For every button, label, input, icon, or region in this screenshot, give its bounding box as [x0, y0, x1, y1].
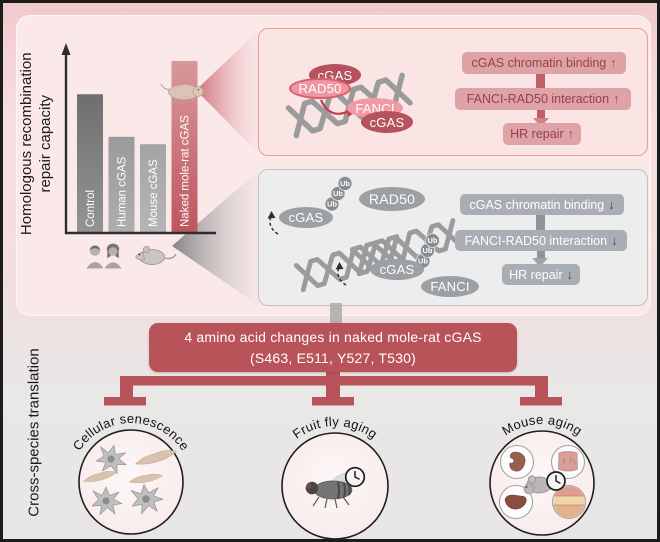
naked-mole-rat-icon [160, 83, 208, 103]
amino-acid-changes-banner: 4 amino acid changes in naked mole-rat c… [149, 323, 517, 372]
bar-label-human: Human cGAS [117, 156, 129, 227]
bar-label-nmr: Naked mole-rat cGAS [180, 115, 192, 227]
bar-control [77, 94, 103, 233]
flow-connector [536, 73, 545, 89]
flow-step-hr-repair-up: HR repair ↑ [503, 123, 581, 145]
clock-icon [546, 471, 566, 491]
banner-line2: (S463, E511, Y527, T530) [250, 349, 416, 366]
flow-connector [537, 250, 545, 259]
up-arrow-icon: ↑ [567, 127, 574, 141]
ub-label: Ub [423, 246, 433, 255]
flow-step-chromatin-binding-down: cGAS chromatin binding ↓ [460, 194, 624, 215]
ub-label: Ub [428, 236, 438, 245]
bar-label-mouse: Mouse cGAS [148, 159, 160, 227]
fanci-oval-gray: FANCI [421, 276, 479, 297]
flow-step-label: cGAS chromatin binding [471, 56, 607, 70]
control-zoom-beam [172, 171, 258, 305]
flow-arrowhead-icon [533, 118, 549, 127]
nmr-zoom-beam [196, 31, 258, 153]
hr-axis-label-line1: Homologous recombination [17, 52, 35, 236]
mouse-aging-circle [489, 430, 595, 536]
cgas-oval: cGAS [361, 111, 413, 133]
clock-icon [344, 466, 366, 488]
bar-mouse-cgas [140, 144, 166, 233]
flow-connector [537, 109, 545, 119]
liver-icon [504, 494, 527, 510]
senescence-circle [78, 429, 184, 535]
intestine-icon [558, 451, 578, 472]
hr-axis-label-line2: repair capacity [36, 94, 54, 193]
mouse-icon [135, 245, 177, 265]
hr-axis-label: Homologous recombination repair capacity [18, 36, 56, 251]
rad50-oval-gray: RAD50 [359, 187, 425, 211]
rad50-oval: RAD50 [289, 78, 351, 99]
panel-to-banner-connector [330, 303, 342, 325]
flow-step-label: FANCI-RAD50 interaction [466, 92, 610, 106]
flow-step-fanci-rad50-up: FANCI-RAD50 interaction ↑ [455, 88, 631, 110]
flow-step-label: FANCI-RAD50 interaction [464, 233, 608, 248]
flow-step-chromatin-binding-up: cGAS chromatin binding ↑ [462, 52, 626, 74]
ub-label: Ub [327, 200, 337, 209]
y-axis-arrowhead [61, 43, 71, 55]
translation-connector [104, 369, 562, 406]
fly-circle [281, 432, 389, 539]
cgas-oval-gray: cGAS [279, 207, 333, 228]
ub-label: Ub [340, 179, 350, 188]
ubiquitin-chain-left: Ub Ub Ub [324, 176, 353, 212]
skin-icon [553, 486, 585, 518]
ubiquitin-chain-right: Ub Ub Ub [415, 233, 440, 269]
flow-step-fanci-rad50-down: FANCI-RAD50 interaction ↓ [455, 230, 627, 251]
bar-human-cgas [108, 136, 135, 233]
flow-step-label: cGAS chromatin binding [469, 197, 605, 212]
down-arrow-icon: ↓ [611, 233, 618, 248]
cgas-oval-gray: cGAS [370, 259, 424, 280]
ub-label: Ub [418, 257, 428, 266]
down-arrow-icon: ↓ [566, 267, 573, 282]
ub-label: Ub [333, 189, 343, 198]
up-arrow-icon: ↑ [613, 92, 620, 106]
kidney-icon [509, 451, 526, 472]
figure-artwork: Control Human cGAS Mouse cGAS Naked mole… [61, 31, 595, 539]
hr-bar-chart: Control Human cGAS Mouse cGAS Naked mole… [61, 43, 216, 235]
flow-step-label: HR repair [509, 267, 563, 282]
degradation-arrow-right [335, 262, 347, 286]
flow-step-label: HR repair [510, 127, 564, 141]
flow-connector [536, 214, 545, 231]
bar-label-control: Control [85, 190, 97, 227]
up-arrow-icon: ↑ [610, 56, 617, 70]
cross-species-label: Cross-species translation [25, 348, 43, 517]
flow-arrowhead-icon [532, 258, 548, 267]
flow-step-hr-repair-down: HR repair ↓ [502, 264, 580, 285]
human-icons [87, 243, 121, 269]
banner-line1: 4 amino acid changes in naked mole-rat c… [184, 328, 482, 345]
down-arrow-icon: ↓ [608, 197, 615, 212]
degradation-arrow-left [267, 211, 279, 235]
